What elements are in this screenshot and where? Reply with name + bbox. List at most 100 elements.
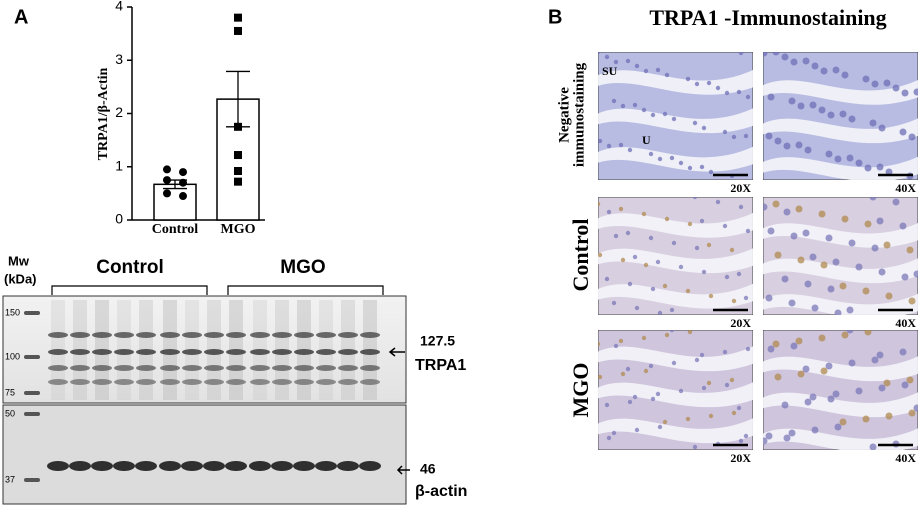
- nucleus: [604, 402, 610, 408]
- tissue-gap: [763, 258, 918, 284]
- nucleus: [848, 115, 856, 123]
- nucleus: [618, 338, 624, 344]
- nucleus: [820, 261, 828, 269]
- nucleus: [869, 443, 877, 450]
- blot-band: [294, 332, 314, 338]
- nucleus: [664, 332, 670, 338]
- nucleus: [627, 281, 633, 287]
- mw-label: Mw: [8, 253, 30, 268]
- ladder-band: [24, 355, 40, 359]
- data-point: [234, 177, 242, 186]
- band-name: β-actin: [415, 483, 467, 500]
- nucleus: [871, 356, 879, 364]
- nucleus: [774, 373, 782, 381]
- nucleus: [611, 430, 617, 436]
- nucleus: [848, 239, 856, 247]
- nucleus: [731, 410, 737, 416]
- tissue-gap: [598, 146, 753, 172]
- nucleus: [598, 374, 603, 380]
- nucleus: [627, 399, 633, 405]
- blot-band: [114, 379, 134, 385]
- blot-band: [160, 349, 180, 355]
- nucleus: [834, 309, 842, 315]
- blot-band: [92, 365, 112, 371]
- nucleus: [662, 111, 668, 117]
- nucleus: [648, 235, 654, 241]
- nucleus: [802, 57, 810, 65]
- nucleus: [613, 233, 619, 239]
- nucleus: [669, 330, 675, 333]
- blot-band: [360, 349, 380, 355]
- nucleus: [825, 234, 833, 242]
- blot-band: [48, 332, 68, 338]
- nucleus: [913, 404, 918, 412]
- blot-band: [92, 349, 112, 355]
- tissue-gap: [598, 346, 753, 372]
- blot-band: [182, 379, 202, 385]
- magnification-label: 20X: [730, 181, 751, 195]
- nucleus: [722, 349, 728, 355]
- nucleus: [694, 245, 700, 251]
- blot-band: [70, 365, 90, 371]
- nucleus: [701, 385, 707, 391]
- data-point: [234, 151, 242, 160]
- nucleus: [774, 251, 782, 259]
- ladder-band: [24, 391, 40, 395]
- blot-band: [114, 349, 134, 355]
- nucleus: [765, 132, 773, 140]
- nucleus: [671, 360, 677, 366]
- nucleus: [832, 66, 840, 74]
- region-label: U: [642, 133, 651, 147]
- blot-band: [226, 379, 246, 385]
- nucleus: [669, 307, 675, 313]
- row-label: Control: [568, 219, 593, 292]
- band-arrow: [388, 347, 410, 475]
- blot-band: [225, 461, 247, 471]
- blot-band: [294, 365, 314, 371]
- blot-band: [204, 365, 224, 371]
- nucleus: [736, 89, 742, 95]
- blot-band: [272, 349, 292, 355]
- data-point: [179, 192, 187, 201]
- blot-band: [159, 461, 181, 471]
- nucleus: [901, 89, 909, 97]
- nucleus: [634, 305, 640, 311]
- blot-band: [271, 461, 293, 471]
- nucleus: [729, 247, 735, 253]
- nucleus: [685, 288, 691, 294]
- nucleus: [825, 362, 833, 370]
- nucleus: [731, 134, 737, 140]
- data-point: [234, 26, 242, 35]
- nucleus: [598, 201, 601, 207]
- ladder-label: 100: [5, 351, 20, 361]
- tissue-gap: [763, 392, 918, 418]
- nucleus: [864, 330, 872, 336]
- ladder-band: [24, 311, 40, 315]
- blot-band: [338, 332, 358, 338]
- blot-band: [70, 379, 90, 385]
- nucleus: [876, 351, 884, 359]
- nucleus: [620, 371, 626, 377]
- nucleus: [869, 119, 877, 127]
- nucleus: [604, 54, 610, 60]
- panel-label: A: [14, 6, 28, 28]
- micrograph: [598, 52, 753, 180]
- magnification-label: 20X: [730, 316, 751, 330]
- blot-band: [338, 379, 358, 385]
- nucleus: [848, 359, 856, 367]
- band-mw: 127.5: [420, 333, 455, 349]
- row-label: MGO: [568, 363, 593, 418]
- ladder-band: [24, 478, 40, 482]
- nucleus: [767, 93, 775, 101]
- tissue-gap: [598, 248, 753, 274]
- tissue-gap: [598, 212, 753, 238]
- nucleus: [908, 133, 916, 141]
- nucleus: [846, 154, 854, 162]
- y-tick-label: 3: [115, 51, 123, 67]
- nucleus: [846, 306, 854, 314]
- blot-band: [48, 379, 68, 385]
- nucleus: [862, 287, 870, 295]
- nucleus: [655, 259, 661, 265]
- data-point: [234, 13, 242, 22]
- nucleus: [699, 352, 705, 358]
